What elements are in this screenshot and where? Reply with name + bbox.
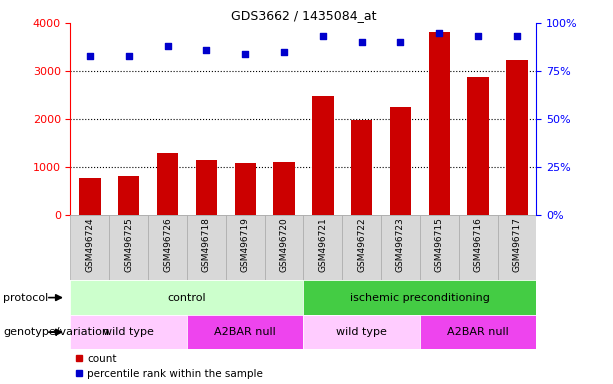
Text: GSM496722: GSM496722	[357, 217, 366, 271]
Bar	[273, 162, 295, 215]
Bar	[312, 96, 333, 215]
Bar	[303, 280, 536, 315]
Text: ischemic preconditioning: ischemic preconditioning	[350, 293, 490, 303]
Point	[318, 33, 328, 40]
Bar	[468, 77, 489, 215]
Bar	[351, 120, 372, 215]
Text: GSM496723: GSM496723	[396, 217, 405, 272]
Text: control: control	[167, 293, 207, 303]
Bar	[70, 280, 303, 315]
Text: GSM496718: GSM496718	[202, 217, 211, 272]
Text: GSM496715: GSM496715	[435, 217, 444, 272]
Text: GSM496726: GSM496726	[163, 217, 172, 272]
Point	[124, 53, 134, 59]
Bar	[187, 215, 226, 280]
Text: A2BAR null: A2BAR null	[215, 327, 276, 337]
Text: GSM496719: GSM496719	[241, 217, 249, 272]
Bar	[70, 215, 109, 280]
Bar	[303, 215, 342, 280]
Title: GDS3662 / 1435084_at: GDS3662 / 1435084_at	[230, 9, 376, 22]
Legend: count, percentile rank within the sample: count, percentile rank within the sample	[75, 354, 263, 379]
Bar	[459, 215, 498, 280]
Bar	[79, 177, 101, 215]
Bar	[420, 215, 459, 280]
Text: GSM496721: GSM496721	[318, 217, 327, 272]
Point	[202, 47, 211, 53]
Bar	[70, 315, 187, 349]
Text: genotype/variation: genotype/variation	[3, 327, 109, 337]
Text: GSM496725: GSM496725	[124, 217, 133, 272]
Bar	[118, 176, 139, 215]
Text: GSM496720: GSM496720	[280, 217, 289, 272]
Bar	[506, 60, 528, 215]
Bar	[420, 315, 536, 349]
Bar	[390, 107, 411, 215]
Text: protocol: protocol	[3, 293, 48, 303]
Bar	[226, 215, 265, 280]
Bar	[342, 215, 381, 280]
Point	[435, 30, 444, 36]
Bar	[196, 160, 217, 215]
Bar	[148, 215, 187, 280]
Bar	[428, 32, 450, 215]
Bar	[498, 215, 536, 280]
Bar	[109, 215, 148, 280]
Bar	[235, 163, 256, 215]
Text: GSM496717: GSM496717	[512, 217, 522, 272]
Bar	[265, 215, 303, 280]
Text: GSM496716: GSM496716	[474, 217, 482, 272]
Point	[85, 53, 95, 59]
Bar	[157, 152, 178, 215]
Text: A2BAR null: A2BAR null	[447, 327, 509, 337]
Point	[240, 51, 250, 57]
Text: GSM496724: GSM496724	[85, 217, 94, 271]
Point	[357, 39, 367, 45]
Bar	[187, 315, 303, 349]
Text: wild type: wild type	[337, 327, 387, 337]
Point	[162, 43, 172, 49]
Point	[473, 33, 483, 40]
Point	[395, 39, 405, 45]
Point	[279, 49, 289, 55]
Point	[512, 33, 522, 40]
Bar	[381, 215, 420, 280]
Text: wild type: wild type	[104, 327, 154, 337]
Bar	[303, 315, 420, 349]
